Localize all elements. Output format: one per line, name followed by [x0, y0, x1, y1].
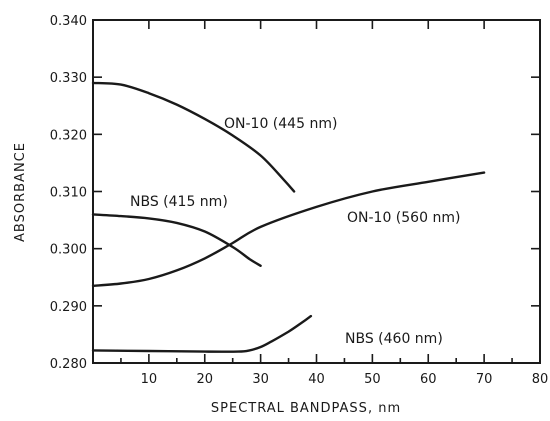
y-tick-label: 0.330	[50, 71, 87, 86]
series-line-nbs-415-nm	[91, 213, 262, 267]
series-label-on-10-560-nm: ON-10 (560 nm)	[347, 210, 460, 226]
x-tick-label: 80	[532, 372, 549, 387]
series-label-nbs-460-nm: NBS (460 nm)	[345, 331, 443, 347]
series-label-nbs-415-nm: NBS (415 nm)	[130, 194, 228, 210]
plot-frame	[92, 19, 541, 364]
x-tick-label: 70	[476, 372, 493, 387]
y-tick-label: 0.340	[50, 14, 87, 29]
tick-labels: 10 20 30 40 50 60 70 80 0.280 0.290 0.300 0.310 0.32…	[50, 14, 548, 387]
y-tick-label: 0.300	[50, 243, 87, 258]
y-tick-label: 0.280	[50, 357, 87, 372]
y-tick-label: 0.310	[50, 186, 87, 201]
y-axis-label: ABSORBANCE	[13, 142, 28, 242]
curves	[91, 81, 486, 353]
y-tick-label: 0.290	[50, 300, 87, 315]
series-line-nbs-460-nm	[91, 314, 313, 353]
x-tick-label: 50	[364, 372, 381, 387]
series-line-on-10-445-nm	[91, 81, 296, 193]
x-tick-label: 60	[420, 372, 437, 387]
x-tick-label: 20	[196, 372, 213, 387]
x-axis-label: SPECTRAL BANDPASS, nm	[211, 401, 401, 416]
x-tick-label: 10	[141, 372, 158, 387]
x-tick-label: 30	[252, 372, 269, 387]
series-label-on-10-445-nm: ON-10 (445 nm)	[224, 116, 337, 132]
axis-ticks	[93, 20, 540, 363]
series-line-on-10-560-nm	[91, 171, 486, 287]
series-labels: ON-10 (445 nm) NBS (415 nm) ON-10 (560 nm)…	[130, 116, 460, 347]
x-tick-label: 40	[308, 372, 325, 387]
y-tick-label: 0.320	[50, 128, 87, 143]
